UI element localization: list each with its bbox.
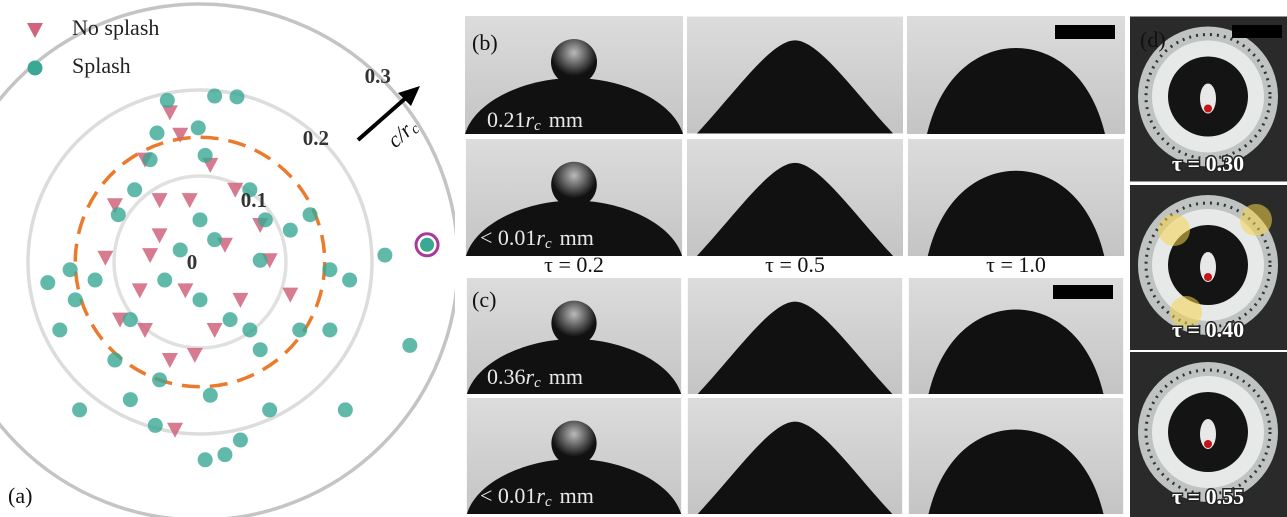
legend-marker — [27, 23, 43, 38]
subscript: c — [545, 494, 552, 510]
splash-point — [150, 126, 165, 141]
splash-point — [191, 120, 206, 135]
no-splash-point — [162, 353, 178, 368]
splash-point — [223, 312, 238, 327]
splash-point — [217, 447, 232, 462]
splash-point — [203, 388, 218, 403]
no-splash-point — [232, 293, 248, 308]
splash-point — [283, 223, 298, 238]
splash-point — [229, 89, 244, 104]
no-splash-point — [177, 283, 193, 298]
splash-point — [107, 353, 122, 368]
panel-label: (a) — [8, 483, 32, 508]
subscript: c — [534, 118, 541, 134]
no-splash-point — [282, 288, 298, 303]
legend-label: Splash — [72, 53, 131, 78]
splash-point — [303, 207, 318, 222]
splash-point — [148, 418, 163, 433]
photos-c — [467, 278, 1123, 514]
splash-point — [111, 207, 126, 222]
ring-label: 0 — [187, 250, 198, 274]
no-splash-point — [97, 251, 113, 266]
splash-point — [292, 322, 307, 337]
splash-point — [253, 342, 268, 357]
splash-point — [160, 93, 175, 108]
figure: 00.10.20.3 (a) (b) (c) (d) 0.21rcmm < 0.… — [0, 0, 1287, 517]
splash-point — [402, 338, 417, 353]
highlight-point — [420, 238, 434, 252]
panel-label: (d) — [1140, 27, 1166, 52]
splash-point — [242, 322, 257, 337]
tau-label: τ = 0.40 — [1172, 317, 1244, 342]
unit: mm — [549, 107, 583, 132]
subscript: c — [545, 236, 552, 252]
no-splash-point — [152, 193, 168, 208]
splash-point — [173, 242, 188, 257]
splash-point — [322, 262, 337, 277]
panel-a: 0 0.1 0.2 0.3 — [0, 4, 458, 517]
splash-point — [40, 275, 55, 290]
coefficient: < 0.01 — [480, 483, 536, 508]
splash-point — [258, 212, 273, 227]
splash-point — [193, 292, 208, 307]
no-splash-point — [132, 283, 148, 298]
splash-point — [157, 273, 172, 288]
no-splash-point — [142, 248, 158, 263]
splash-point — [207, 232, 222, 247]
no-splash-point — [187, 348, 203, 363]
axis-label: c/rc — [382, 113, 424, 154]
splash-point — [233, 433, 248, 448]
subscript: c — [534, 375, 541, 391]
splash-point — [72, 402, 87, 417]
splash-point — [63, 262, 78, 277]
ring-label: 0.2 — [303, 126, 329, 150]
splash-point — [143, 152, 158, 167]
unit: mm — [549, 364, 583, 389]
coefficient: < 0.01 — [480, 225, 536, 250]
coefficient: 0.36 — [487, 364, 526, 389]
ring-label: 0.3 — [365, 64, 391, 88]
no-splash-point — [162, 105, 178, 120]
panel-label: (b) — [472, 30, 498, 55]
splash-point — [322, 322, 337, 337]
splash-point — [152, 372, 167, 387]
splash-point — [52, 322, 67, 337]
no-splash-point — [152, 228, 168, 243]
no-splash-point — [207, 323, 223, 338]
photos-b — [465, 16, 1125, 256]
splash-point — [127, 182, 142, 197]
tau-label: τ = 0.30 — [1172, 151, 1244, 176]
splash-point — [377, 248, 392, 263]
splash-point — [253, 253, 268, 268]
splash-point — [123, 392, 138, 407]
unit: mm — [560, 483, 594, 508]
tau-label: τ = 0.55 — [1172, 484, 1244, 509]
photos-d — [1130, 17, 1287, 517]
splash-point — [68, 292, 83, 307]
tau-label: τ = 1.0 — [986, 252, 1046, 277]
splash-point — [198, 148, 213, 163]
splash-point — [207, 89, 222, 104]
tau-label: τ = 0.2 — [544, 252, 604, 277]
splash-point — [262, 402, 277, 417]
panel-label: (c) — [472, 287, 496, 312]
legend-marker — [28, 61, 43, 76]
no-splash-point — [182, 193, 198, 208]
unit: mm — [560, 225, 594, 250]
tau-label: τ = 0.5 — [765, 252, 825, 277]
splash-point — [198, 452, 213, 467]
splash-point — [338, 402, 353, 417]
ring-label: 0.1 — [241, 188, 267, 212]
splash-point — [342, 273, 357, 288]
legend-label: No splash — [72, 15, 159, 40]
splash-point — [88, 273, 103, 288]
splash-point — [193, 212, 208, 227]
coefficient: 0.21 — [487, 107, 526, 132]
splash-point — [123, 312, 138, 327]
